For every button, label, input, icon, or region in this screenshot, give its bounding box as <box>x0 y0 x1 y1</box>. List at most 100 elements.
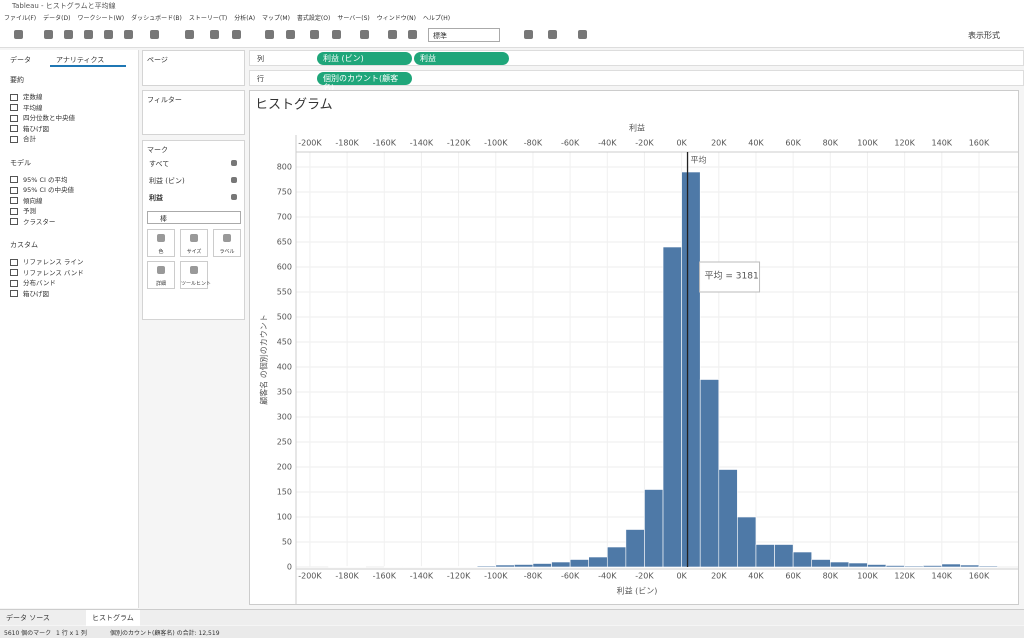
toolbar-icon[interactable] <box>578 30 587 39</box>
shelves: 列 利益 (ビン) 利益行 個別のカウント(顧客名) <box>249 50 1024 92</box>
menu-item[interactable]: ヘルプ(H) <box>422 15 451 22</box>
sheet-tabs: データ ソース ヒストグラム <box>0 609 1024 628</box>
marks-row[interactable]: すべて <box>149 160 170 168</box>
view <box>249 90 1019 605</box>
mark-button[interactable]: ツールヒント <box>180 261 212 289</box>
analytics-item[interactable]: 分布バンド <box>10 277 56 287</box>
analytics-item[interactable]: 箱ひげ図 <box>10 288 49 298</box>
menu-item[interactable]: ダッシュボード(B) <box>131 15 182 22</box>
pill[interactable]: 個別のカウント(顧客名) <box>317 72 412 92</box>
row-icon <box>231 160 237 166</box>
marks-row[interactable]: 利益 <box>149 194 163 202</box>
analytics-item[interactable]: クラスター <box>10 216 55 226</box>
side-pane: データ アナリティクス 要約 定数線 平均線 四分位数と中央値 箱ひげ図 合計 モデル 95% C… <box>0 50 139 608</box>
mark-button[interactable]: 詳細 <box>147 261 175 289</box>
toolbar-icon[interactable] <box>84 30 93 39</box>
pill[interactable]: 利益 (ビン) <box>317 52 412 65</box>
button-label: 色 <box>158 249 164 255</box>
section-title: カスタム <box>10 241 38 249</box>
shelf-label: 行 <box>257 75 264 83</box>
toolbar-icon[interactable] <box>360 30 369 39</box>
toolbar-icon[interactable] <box>265 30 274 39</box>
toolbar: 標準 表示形式 <box>0 22 1024 48</box>
fit-dropdown[interactable]: 標準 <box>428 28 500 42</box>
card-title: フィルター <box>147 96 182 104</box>
status-text: 1 行 x 1 列 <box>56 630 87 637</box>
button-icon <box>157 234 165 242</box>
toolbar-icon[interactable] <box>44 30 53 39</box>
analytics-item[interactable]: 95% CI の平均 <box>10 174 68 184</box>
status-text: 個別のカウント(顧客名) の合計: 12,519 <box>110 630 220 637</box>
pages-card: ページ <box>142 50 245 86</box>
section-title: 要約 <box>10 76 24 84</box>
pane-tab[interactable]: アナリティクス <box>56 56 105 64</box>
mark-type-dropdown[interactable]: 棒 <box>147 211 241 224</box>
toolbar-icon[interactable] <box>232 30 241 39</box>
row-icon <box>231 177 237 183</box>
shelf-label: 列 <box>257 55 264 63</box>
toolbar-icon[interactable] <box>185 30 194 39</box>
toolbar-icon[interactable] <box>286 30 295 39</box>
menu-item[interactable]: 書式設定(O) <box>296 15 331 22</box>
button-label: ラベル <box>219 249 235 255</box>
analytics-item[interactable]: 定数線 <box>10 91 43 101</box>
pill[interactable]: 利益 <box>414 52 509 65</box>
analytics-item[interactable]: 95% CI の中央値 <box>10 184 74 194</box>
card-title: マーク <box>147 146 168 154</box>
toolbar-icon[interactable] <box>124 30 133 39</box>
menu-bar: ファイル(F) データ(D) ワークシート(W) ダッシュボード(B) ストーリー(T)… <box>0 11 1024 22</box>
toolbar-icon[interactable] <box>332 30 341 39</box>
analytics-item[interactable]: リファレンス バンド <box>10 267 84 277</box>
analytics-item[interactable]: 予測 <box>10 205 36 215</box>
toolbar-icon[interactable] <box>524 30 533 39</box>
fit-value: 標準 <box>433 32 447 40</box>
toolbar-icon[interactable] <box>104 30 113 39</box>
card-title: ページ <box>147 56 168 64</box>
section-title: モデル <box>10 158 31 167</box>
status-text: 5610 個のマーク <box>4 630 52 637</box>
analytics-item[interactable]: 傾向線 <box>10 195 43 205</box>
button-icon <box>190 234 198 242</box>
toolbar-icon[interactable] <box>150 30 159 39</box>
status-bar: 5610 個のマーク 1 行 x 1 列 個別のカウント(顧客名) の合計: 12,… <box>0 626 1024 638</box>
toolbar-icon[interactable] <box>388 30 397 39</box>
tab-underline <box>50 65 126 67</box>
toolbar-icon[interactable] <box>548 30 557 39</box>
marks-row[interactable]: 利益 (ビン) <box>149 177 185 185</box>
mark-button[interactable]: ラベル <box>213 229 241 257</box>
toolbar-icon[interactable] <box>310 30 319 39</box>
menu-item[interactable]: ストーリー(T) <box>188 15 228 22</box>
show-me-button[interactable]: 表示形式 <box>968 31 1000 40</box>
mark-button[interactable]: 色 <box>147 229 175 257</box>
sheet-tab[interactable]: データ ソース <box>6 614 50 622</box>
button-icon <box>190 266 198 274</box>
menu-item[interactable]: ウィンドウ(N) <box>376 15 416 22</box>
analytics-item[interactable]: 平均線 <box>10 102 43 112</box>
window-title: Tableau - ヒストグラムと平均線 <box>12 2 116 10</box>
pane-tab[interactable]: データ <box>10 56 31 64</box>
toolbar-icon[interactable] <box>210 30 219 39</box>
toolbar-icon[interactable] <box>14 30 23 39</box>
button-label: 詳細 <box>155 281 166 287</box>
button-icon <box>223 234 231 242</box>
analytics-item[interactable]: 四分位数と中央値 <box>10 112 75 122</box>
analytics-item[interactable]: 合計 <box>10 133 36 143</box>
menu-item[interactable]: データ(D) <box>43 15 71 22</box>
menu-item[interactable]: マップ(M) <box>262 15 290 22</box>
row-icon <box>231 194 237 200</box>
button-label: サイズ <box>186 249 202 255</box>
menu-item[interactable]: 分析(A) <box>234 15 256 22</box>
toolbar-icon[interactable] <box>408 30 417 39</box>
button-label: ツールヒント <box>181 281 212 287</box>
menu-item[interactable]: ファイル(F) <box>4 15 37 22</box>
analytics-item[interactable]: 箱ひげ図 <box>10 123 49 133</box>
analytics-item[interactable]: リファレンス ライン <box>10 256 83 266</box>
toolbar-icon[interactable] <box>64 30 73 39</box>
menu-item[interactable]: サーバー(S) <box>337 15 370 22</box>
filters-card: フィルター <box>142 90 245 135</box>
button-icon <box>157 266 165 274</box>
mark-button[interactable]: サイズ <box>180 229 208 257</box>
title-bar: Tableau - ヒストグラムと平均線 <box>0 0 1024 11</box>
menu-item[interactable]: ワークシート(W) <box>77 15 125 22</box>
